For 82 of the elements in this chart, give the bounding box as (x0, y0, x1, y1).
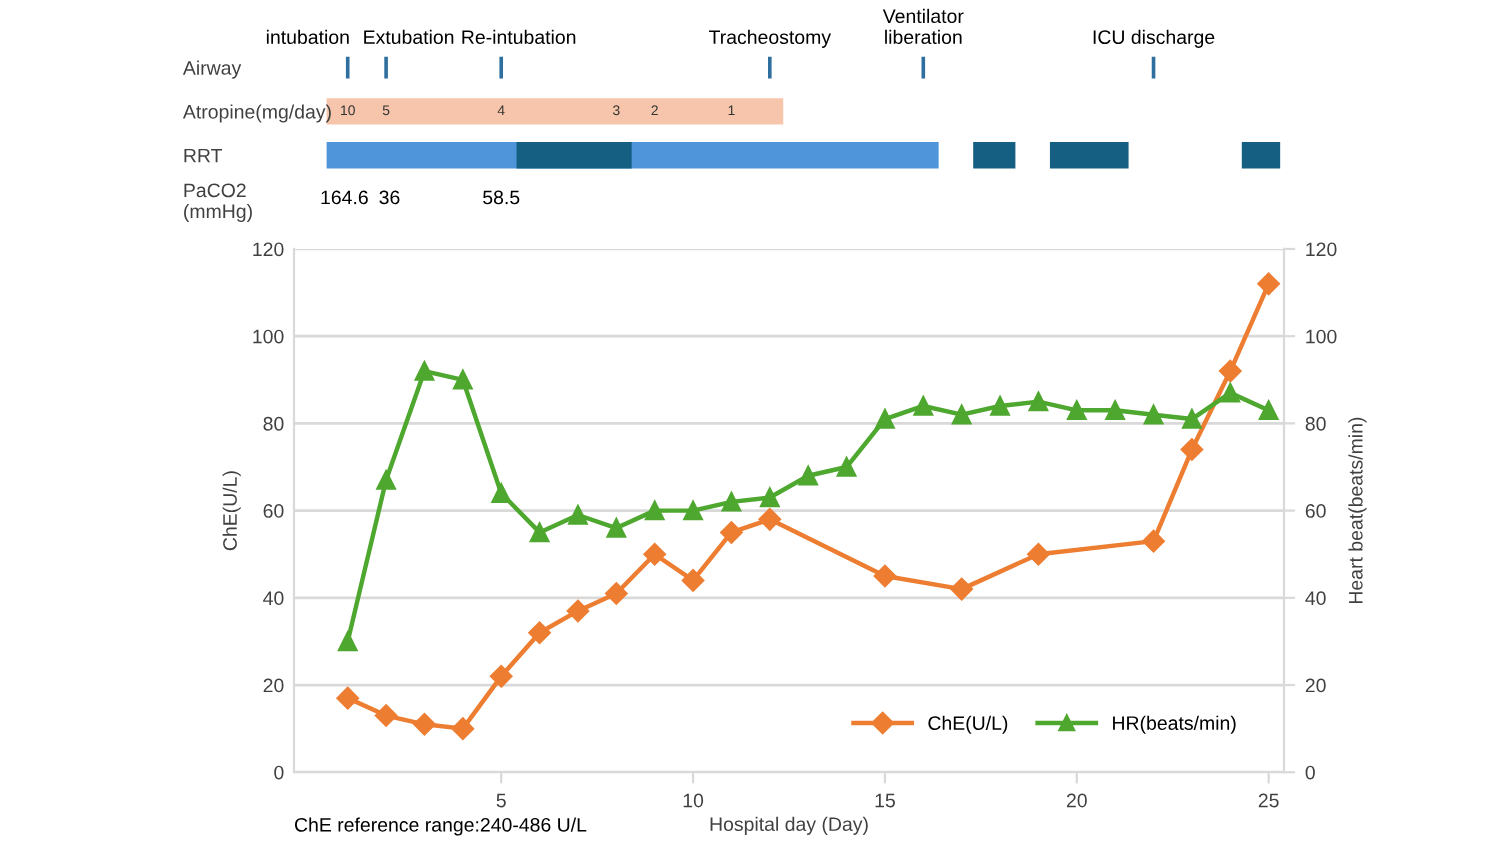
point (644, 500, 665, 521)
y2-tick-label: 60 (1305, 504, 1326, 518)
y-tick-label: Airway (182, 60, 242, 79)
legend-label: HR(beats/min) (1113, 715, 1236, 734)
x-tick-label: 20 (1066, 793, 1087, 808)
point (720, 521, 743, 544)
point (643, 543, 666, 566)
point (836, 457, 857, 477)
point (1067, 400, 1087, 421)
x-axis-title: Hospital day (Day) (710, 816, 868, 835)
y-tick-label: 40 (263, 591, 284, 606)
y2-tick-label: 20 (1305, 678, 1326, 693)
annotation: 36 (379, 190, 400, 205)
y-tick-label: RRT (184, 148, 223, 163)
x-tick-label: 5 (496, 793, 506, 808)
point (374, 704, 398, 727)
y-tick-label: 0 (274, 765, 284, 780)
annotation: 164.6 (321, 190, 368, 205)
point (1105, 400, 1125, 421)
point (683, 500, 703, 521)
point (413, 713, 436, 736)
point (566, 599, 590, 623)
y2-tick-label: 40 (1305, 591, 1326, 606)
y-tick-label: PaCO2 (mmHg) (184, 183, 252, 223)
point (1028, 391, 1049, 412)
point (1027, 543, 1050, 566)
point (1257, 272, 1280, 296)
point (529, 522, 550, 543)
ref-line-label: Extubation (364, 29, 454, 45)
y-axis-title: ChE(U/L) (222, 471, 241, 551)
y2-tick-label: 0 (1305, 765, 1315, 780)
y-tick-label: 20 (263, 678, 284, 693)
point (491, 483, 511, 503)
y-tick-label: 120 (253, 242, 284, 257)
point (873, 564, 897, 588)
point (568, 505, 588, 525)
x-tick-label: 25 (1258, 793, 1279, 808)
point (453, 370, 473, 390)
y2-tick-label: 100 (1306, 329, 1337, 344)
point (758, 508, 782, 531)
point (1142, 529, 1165, 553)
y2-tick-label: 120 (1306, 242, 1337, 257)
ref-line-label: Tracheostomy (709, 29, 832, 48)
y-tick-label: 100 (253, 329, 284, 344)
point (528, 621, 551, 644)
point (336, 686, 359, 710)
ref-line-label: Ventilator liberation (882, 8, 964, 45)
point (1182, 409, 1202, 429)
x-tick-label: 15 (875, 793, 895, 808)
ref-line-label: ICU discharge (1093, 29, 1215, 48)
point (990, 396, 1010, 416)
point (1258, 400, 1279, 421)
ref-line-label: intubation (266, 29, 349, 45)
y-tick-label: Atropine(mg/day) (182, 104, 331, 123)
point (798, 466, 818, 486)
point (951, 404, 972, 425)
y2-tick-label: 80 (1305, 416, 1326, 431)
annotation: 58.5 (483, 190, 520, 205)
ref-line-label: Re-intubation (462, 29, 576, 45)
legend-label: ChE(U/L) (928, 715, 1008, 734)
point (875, 409, 895, 429)
y2-axis-title: Heart beat(beats/min) (1348, 417, 1367, 604)
point (414, 361, 435, 381)
point (681, 569, 705, 592)
x-tick-label: 10 (683, 793, 704, 808)
text: ChE reference range:240-486 U/L (294, 817, 587, 836)
y-tick-label: 80 (263, 416, 284, 431)
point (1180, 438, 1204, 461)
point (721, 492, 742, 512)
point (606, 518, 627, 538)
y-tick-label: 60 (263, 504, 284, 518)
point (338, 631, 358, 652)
point (760, 487, 780, 508)
point (451, 717, 475, 740)
point (376, 470, 396, 490)
point (605, 582, 628, 605)
point (1220, 383, 1240, 403)
point (913, 396, 934, 416)
point (1219, 359, 1242, 383)
point (950, 577, 973, 601)
point (1143, 404, 1164, 425)
point (490, 665, 513, 688)
